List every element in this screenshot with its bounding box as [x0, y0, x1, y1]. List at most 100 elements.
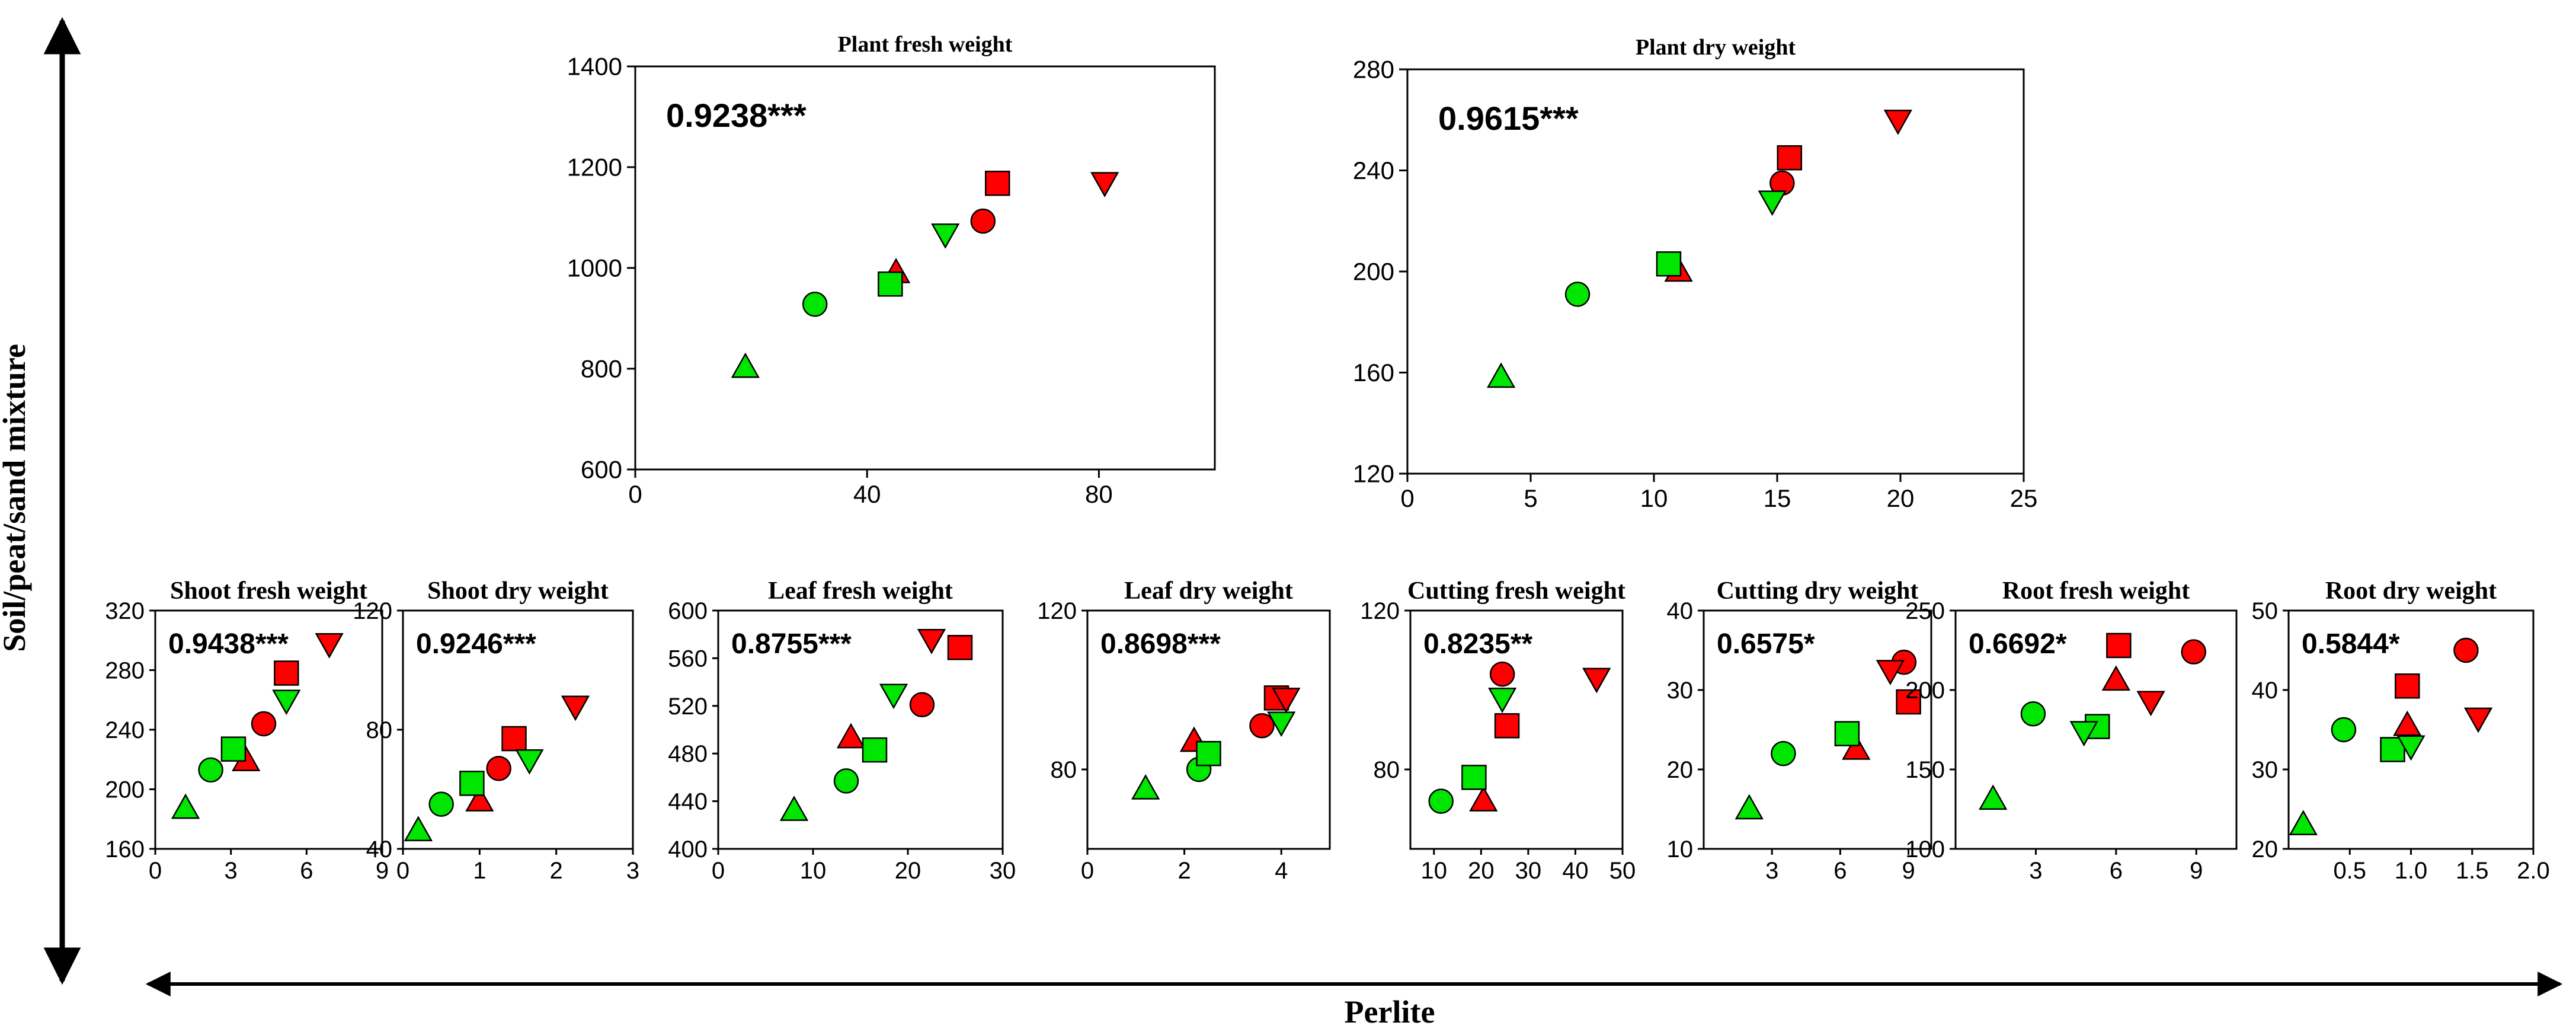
shoot-fresh-weight-y-tick-label: 240	[105, 717, 145, 743]
shoot-fresh-weight-y-tick-label: 200	[105, 777, 145, 803]
leaf-fresh-weight-y-tick-label: 440	[668, 789, 708, 815]
shoot-dry-weight-panel: 0 1 2 3 40 80 120 Shoot dry weight 0.9246***	[353, 577, 639, 884]
shoot-fresh-weight-point-red-triangle-down	[315, 633, 344, 659]
leaf-dry-weight-x-tick-label: 4	[1275, 858, 1288, 884]
plant-dry-weight-x-tick-label: 15	[1764, 484, 1791, 512]
root-fresh-weight-y-tick-label: 250	[1905, 598, 1945, 624]
plant-dry-weight-point-green-triangle-down	[1758, 190, 1787, 216]
leaf-fresh-weight-y-tick-label: 400	[668, 836, 708, 862]
root-fresh-weight-x-tick-label: 9	[2190, 858, 2203, 884]
root-fresh-weight-y-tick-label: 150	[1905, 757, 1945, 783]
root-fresh-weight-title: Root fresh weight	[2002, 577, 2190, 605]
leaf-dry-weight-y-tick-label: 120	[1037, 598, 1077, 624]
root-fresh-weight-point-green-triangle-down	[2069, 721, 2098, 747]
shoot-fresh-weight-point-green-triangle-up	[171, 793, 200, 819]
cutting-fresh-weight-y-tick-label: 80	[1374, 757, 1400, 783]
shoot-dry-weight-point-green-circle	[428, 791, 454, 817]
root-dry-weight-x-tick-label: 0.5	[2333, 858, 2366, 884]
leaf-fresh-weight-y-tick-label: 560	[668, 646, 708, 672]
shoot-fresh-weight-x-tick-label: 6	[300, 858, 313, 884]
leaf-fresh-weight-y-tick-label: 480	[668, 741, 708, 767]
leaf-fresh-weight-point-red-triangle-up	[836, 723, 866, 749]
plant-dry-weight-point-green-triangle-up	[1486, 362, 1516, 388]
cutting-dry-weight-point-red-square	[1896, 689, 1921, 715]
root-dry-weight-panel: 0.5 1.0 1.5 2.0 20 30 40 50 Root dry weight 0.584…	[2252, 577, 2550, 884]
cutting-fresh-weight-x-tick-label: 10	[1421, 858, 1448, 884]
shoot-dry-weight-point-green-triangle-up	[404, 816, 433, 842]
plant-fresh-weight-title: Plant fresh weight	[838, 32, 1013, 57]
root-dry-weight-x-tick-label: 2.0	[2517, 858, 2550, 884]
cutting-dry-weight-x-tick-label: 9	[1902, 858, 1915, 884]
plant-dry-weight-x-tick-label: 25	[2010, 484, 2038, 512]
plant-fresh-weight-correlation-value: 0.9238***	[666, 97, 807, 134]
root-dry-weight-point-green-circle	[2331, 717, 2357, 743]
plant-fresh-weight-point-red-triangle-down	[1090, 172, 1119, 198]
shoot-dry-weight-title: Shoot dry weight	[427, 577, 609, 605]
plant-dry-weight-x-tick-label: 10	[1640, 484, 1668, 512]
root-fresh-weight-point-red-square	[2106, 632, 2132, 659]
cutting-fresh-weight-point-green-triangle-down	[1487, 688, 1517, 713]
cutting-fresh-weight-x-tick-label: 20	[1468, 858, 1495, 884]
shoot-dry-weight-point-red-square	[501, 726, 527, 752]
shoot-fresh-weight-panel: 0 3 6 9 160 200 240 280 320 Shoot fresh weight 0.9…	[105, 577, 389, 884]
root-dry-weight-y-tick-label: 50	[2252, 598, 2279, 624]
plant-dry-weight-y-tick-label: 280	[1353, 56, 1394, 84]
shoot-fresh-weight-correlation-value: 0.9438***	[168, 628, 289, 660]
cutting-fresh-weight-x-tick-label: 40	[1562, 858, 1589, 884]
root-fresh-weight-point-red-triangle-up	[2101, 665, 2130, 691]
root-fresh-weight-point-red-circle	[2181, 639, 2207, 665]
leaf-fresh-weight-point-green-triangle-up	[779, 796, 809, 821]
leaf-fresh-weight-x-tick-label: 0	[712, 858, 725, 884]
root-fresh-weight-point-red-triangle-down	[2136, 691, 2165, 717]
plant-fresh-weight-point-green-circle	[802, 291, 828, 317]
plant-dry-weight-x-tick-label: 20	[1887, 484, 1915, 512]
shoot-dry-weight-point-red-triangle-down	[561, 695, 590, 721]
root-dry-weight-y-tick-label: 40	[2252, 678, 2279, 704]
cutting-fresh-weight-title: Cutting fresh weight	[1407, 577, 1625, 605]
plant-dry-weight-correlation-value: 0.9615***	[1438, 100, 1579, 137]
plant-dry-weight-point-red-square	[1777, 145, 1803, 171]
cutting-dry-weight-y-tick-label: 20	[1667, 757, 1694, 783]
shoot-dry-weight-point-red-circle	[486, 756, 511, 781]
leaf-dry-weight-y-tick-label: 80	[1051, 757, 1077, 783]
plant-fresh-weight-point-red-circle	[970, 208, 996, 234]
plant-fresh-weight-panel: 0 40 80 600 800 1000 1200 1400 Plant fresh weigh…	[567, 32, 1216, 508]
root-fresh-weight-point-green-circle	[2020, 701, 2046, 727]
shoot-dry-weight-x-tick-label: 0	[396, 858, 409, 884]
leaf-dry-weight-x-tick-label: 2	[1177, 858, 1191, 884]
plant-fresh-weight-y-tick-label: 600	[581, 456, 622, 484]
shoot-fresh-weight-x-tick-label: 9	[376, 858, 389, 884]
shoot-dry-weight-point-green-triangle-down	[515, 749, 544, 775]
leaf-dry-weight-point-green-triangle-down	[1267, 711, 1296, 737]
leaf-fresh-weight-point-red-square	[947, 635, 973, 660]
cutting-dry-weight-correlation-value: 0.6575*	[1717, 628, 1815, 660]
cutting-dry-weight-point-red-triangle-down	[1876, 660, 1905, 686]
cutting-dry-weight-y-tick-label: 10	[1667, 836, 1694, 862]
leaf-fresh-weight-x-tick-label: 30	[990, 858, 1016, 884]
root-dry-weight-x-tick-label: 1.5	[2456, 858, 2489, 884]
shoot-fresh-weight-point-red-square	[274, 660, 299, 686]
shoot-dry-weight-x-tick-label: 3	[626, 858, 639, 884]
leaf-dry-weight-panel: 0 2 4 80 120 Leaf dry weight 0.8698***	[1037, 577, 1331, 884]
plant-fresh-weight-x-tick-label: 0	[628, 480, 642, 508]
plant-dry-weight-title: Plant dry weight	[1636, 35, 1796, 60]
leaf-fresh-weight-title: Leaf fresh weight	[768, 577, 953, 605]
leaf-fresh-weight-point-red-circle	[909, 692, 935, 718]
shoot-fresh-weight-x-tick-label: 3	[225, 858, 238, 884]
plant-fresh-weight-point-red-square	[985, 170, 1010, 196]
plant-fresh-weight-y-tick-label: 1400	[567, 53, 622, 81]
y-axis-label: Soil/peat/sand mixture	[0, 344, 32, 652]
plant-dry-weight-plot-frame	[1406, 68, 2025, 475]
plant-dry-weight-y-tick-label: 200	[1353, 258, 1394, 286]
leaf-fresh-weight-point-red-triangle-down	[917, 628, 946, 654]
leaf-fresh-weight-x-tick-label: 20	[895, 858, 921, 884]
plant-dry-weight-x-tick-label: 5	[1524, 484, 1537, 512]
leaf-fresh-weight-panel: 0 10 20 30 400 440 480 520 560 600 Leaf fresh weig…	[668, 577, 1016, 884]
cutting-fresh-weight-panel: 10 20 30 40 50 80 120 Cutting fresh weight 0.823…	[1360, 577, 1636, 884]
shoot-dry-weight-point-green-square	[459, 771, 485, 796]
root-dry-weight-point-red-triangle-up	[2393, 710, 2422, 736]
plant-dry-weight-x-tick-label: 0	[1400, 484, 1414, 512]
cutting-fresh-weight-point-red-circle	[1489, 661, 1515, 687]
